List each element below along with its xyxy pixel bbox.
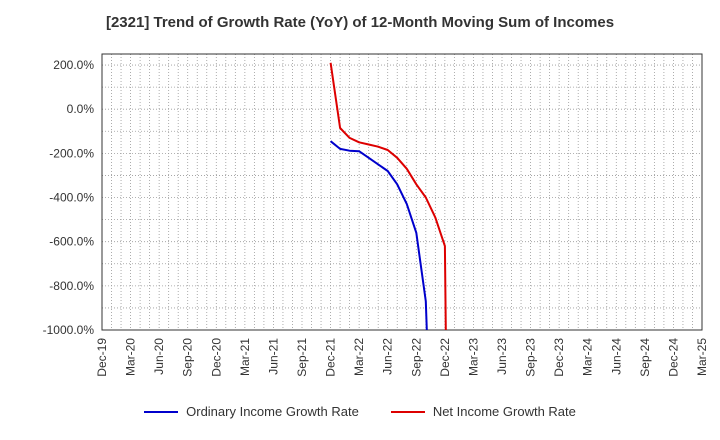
x-tick-label: Jun-20 bbox=[152, 338, 166, 375]
series-line-net-income bbox=[329, 62, 447, 331]
x-tick-label: Dec-22 bbox=[438, 338, 452, 377]
legend-label-ordinary-income: Ordinary Income Growth Rate bbox=[186, 404, 359, 419]
legend-swatch-blue bbox=[144, 410, 179, 413]
x-tick-label: Dec-24 bbox=[666, 338, 680, 377]
y-tick-label: 0.0% bbox=[67, 102, 95, 116]
x-tick-label: Mar-24 bbox=[581, 338, 595, 376]
legend-item-net-income: Net Income Growth Rate bbox=[390, 404, 576, 419]
x-tick-label: Mar-21 bbox=[238, 338, 252, 376]
x-tick-label: Sep-23 bbox=[524, 338, 538, 377]
x-tick-label: Mar-20 bbox=[124, 338, 138, 376]
y-tick-label: -600.0% bbox=[49, 235, 94, 249]
x-tick-label: Dec-20 bbox=[209, 338, 223, 377]
x-tick-label: Sep-20 bbox=[181, 338, 195, 377]
legend-item-ordinary-income: Ordinary Income Growth Rate bbox=[144, 404, 359, 419]
y-tick-label: -1000.0% bbox=[43, 323, 95, 337]
x-tick-label: Mar-25 bbox=[695, 338, 709, 376]
x-tick-label: Mar-23 bbox=[466, 338, 480, 376]
legend: Ordinary Income Growth Rate Net Income G… bbox=[0, 404, 720, 419]
series-line-ordinary-income bbox=[329, 140, 428, 331]
legend-label-net-income: Net Income Growth Rate bbox=[432, 404, 576, 419]
x-tick-label: Jun-21 bbox=[266, 338, 280, 375]
x-tick-label: Sep-22 bbox=[409, 338, 423, 377]
y-tick-label: -200.0% bbox=[49, 146, 94, 160]
x-tick-label: Mar-22 bbox=[352, 338, 366, 376]
x-tick-label: Sep-21 bbox=[295, 338, 309, 377]
chart-title: [2321] Trend of Growth Rate (YoY) of 12-… bbox=[105, 14, 615, 31]
y-tick-label: -800.0% bbox=[49, 279, 94, 293]
x-tick-label: Jun-24 bbox=[609, 338, 623, 375]
plot-frame bbox=[101, 53, 703, 331]
x-tick-label: Dec-19 bbox=[95, 338, 109, 377]
x-tick-label: Dec-21 bbox=[324, 338, 338, 377]
x-tick-label: Jun-22 bbox=[381, 338, 395, 375]
x-tick-label: Jun-23 bbox=[495, 338, 509, 375]
y-tick-label: -400.0% bbox=[49, 191, 94, 205]
x-tick-label: Dec-23 bbox=[552, 338, 566, 377]
y-tick-label: 200.0% bbox=[53, 58, 94, 72]
x-tick-label: Sep-24 bbox=[638, 338, 652, 377]
legend-swatch-red bbox=[390, 410, 425, 413]
